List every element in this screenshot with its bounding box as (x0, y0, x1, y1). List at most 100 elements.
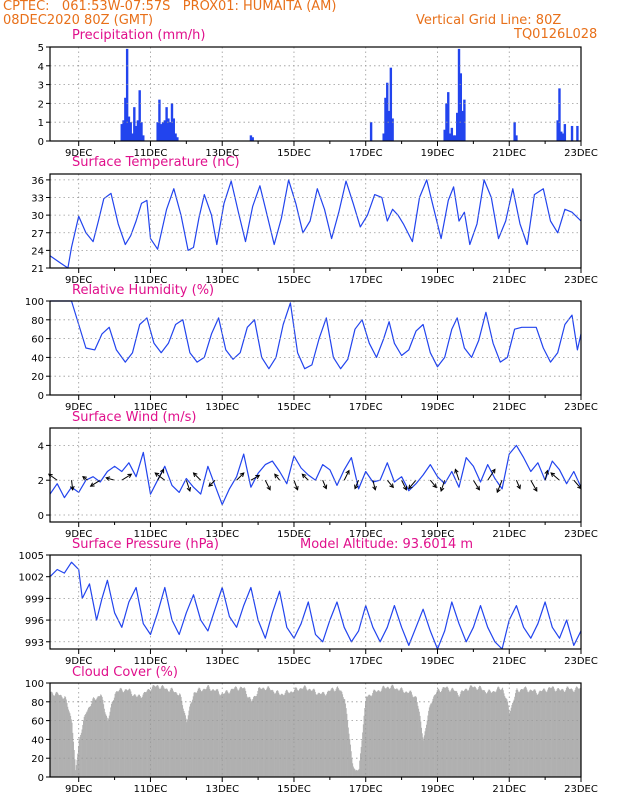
cloud-column (413, 697, 415, 777)
cloud-column (97, 696, 99, 777)
cloud-column (398, 690, 400, 777)
cloud-column (72, 732, 74, 777)
cloud-column (380, 691, 382, 777)
rh-frame (49, 300, 582, 396)
cloud-column (575, 686, 577, 777)
cloud-column (63, 697, 65, 777)
cloud-column (522, 689, 524, 777)
cloud-column (216, 688, 218, 777)
cloud-column (404, 692, 406, 777)
precip-bar (391, 118, 394, 141)
cloud-column (314, 691, 316, 777)
cloud-column (123, 692, 125, 777)
wind-xtick-label: 15DEC (277, 529, 311, 540)
cloud-column (69, 713, 71, 777)
cloud-column (183, 711, 185, 777)
cloud-column (579, 688, 581, 777)
wind-arrow-head (354, 484, 359, 490)
cloud-column (303, 686, 305, 777)
cloud-column (227, 693, 229, 777)
cloud-column (454, 691, 456, 777)
cloud-column (80, 734, 82, 777)
cloud-xtick-label: 17DEC (349, 784, 383, 795)
cloud-column (456, 691, 458, 777)
cloud-column (511, 704, 513, 777)
cloud-column (528, 691, 530, 777)
cloud-column (340, 690, 342, 777)
cloud-column (401, 688, 403, 777)
cloud-column (293, 691, 295, 777)
cloud-column (350, 751, 352, 777)
cloud-column (343, 698, 345, 777)
cloud-column (194, 692, 196, 777)
cloud-column (130, 691, 132, 777)
cloud-column (242, 688, 244, 777)
cloud-column (249, 697, 251, 777)
cloud-column (492, 691, 494, 777)
cloud-column (95, 699, 97, 777)
temp-ytick-label: 30 (31, 211, 44, 222)
wind-arrow-head (389, 483, 394, 489)
cloud-column (117, 691, 119, 777)
wind-arrow (90, 479, 101, 487)
cloud-column (182, 708, 184, 777)
wind-arrow (530, 479, 538, 492)
cloud-column (192, 696, 194, 777)
rh-xtick-label: 15DEC (277, 402, 311, 413)
cloud-column (176, 693, 178, 777)
cloud-column (405, 691, 407, 777)
cloud-column (85, 713, 87, 777)
cloud-column (437, 688, 439, 777)
cloud-column (128, 688, 130, 777)
cloud-column (512, 701, 514, 777)
wind-arrow-head (408, 484, 413, 490)
cloud-column (486, 692, 489, 777)
cloud-column (390, 685, 392, 777)
cloud-column (273, 691, 275, 777)
wind-arrow-head (208, 482, 214, 487)
cloud-column (135, 695, 137, 777)
cloud-column (357, 770, 359, 777)
cloud-column (86, 711, 88, 777)
precip-bar (576, 125, 579, 141)
cloud-column (479, 685, 481, 777)
precip-bar (456, 112, 459, 141)
cloud-column (463, 691, 465, 777)
cloud-column (234, 687, 236, 777)
cloud-column (159, 688, 161, 777)
cloud-column (289, 692, 291, 777)
cloud-column (263, 687, 265, 777)
cloud-column (258, 687, 260, 777)
cloud-column (120, 687, 122, 777)
cloud-column (244, 688, 246, 777)
cloud-column (271, 689, 273, 777)
cloud-column (180, 696, 182, 777)
wind-arrow-head (432, 483, 437, 489)
cloud-column (282, 694, 284, 777)
wind-arrow-head (274, 473, 279, 479)
cloud-column (453, 690, 455, 777)
cloud-column (197, 688, 199, 777)
cloud-column (124, 689, 126, 777)
precip-bar (452, 135, 455, 141)
cloud-column (419, 715, 421, 777)
cloud-column (222, 693, 224, 777)
cloud-column (157, 685, 159, 777)
wind-arrow-head (89, 482, 95, 487)
temp-xtick-label: 23DEC (564, 275, 598, 286)
wind-arrow (429, 479, 437, 488)
cloud-column (271, 690, 273, 777)
cloud-column (156, 685, 158, 777)
precip-bar (384, 97, 387, 141)
cloud-column (553, 688, 555, 777)
cloud-column (366, 696, 368, 777)
cloud-column (116, 691, 118, 777)
cloud-xtick-label: 9DEC (65, 784, 92, 795)
wind-arrow-head (454, 468, 459, 474)
cloud-column (499, 688, 501, 777)
cloud-column (423, 735, 425, 777)
cloud-column (262, 687, 264, 777)
cloud-column (166, 688, 168, 777)
wind-arrow (322, 480, 327, 489)
cloud-column (267, 686, 269, 777)
